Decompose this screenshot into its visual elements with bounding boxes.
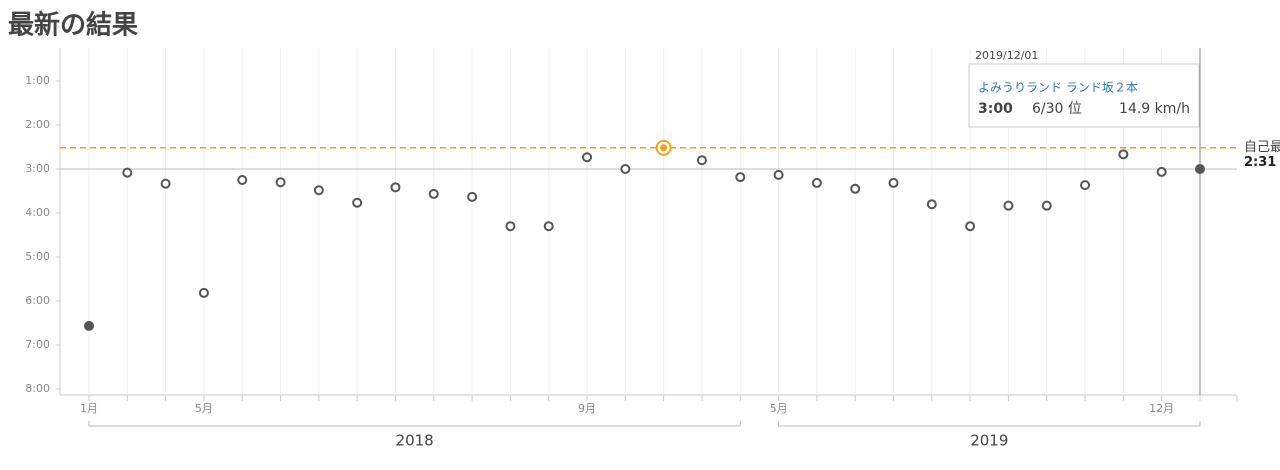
point — [1003, 200, 1014, 211]
tooltip-box — [968, 63, 1200, 128]
point — [1156, 166, 1167, 177]
x-tick-label: 5月 — [770, 402, 788, 415]
y-tick-label: 5:00 — [25, 250, 50, 263]
year-label: 2019 — [970, 432, 1008, 450]
best-point — [660, 144, 668, 152]
point — [390, 182, 401, 193]
point — [352, 197, 363, 208]
y-tick-label: 1:00 — [25, 74, 50, 87]
best-name: 自己最高 — [1244, 139, 1280, 155]
point — [888, 177, 899, 188]
tooltip-speed: 14.9 km/h — [1119, 101, 1190, 117]
point — [620, 164, 631, 174]
chart-title: 最新の結果 — [8, 10, 138, 41]
y-tick-label: 4:00 — [25, 206, 50, 219]
point — [1118, 149, 1129, 160]
point — [543, 221, 554, 232]
year-bracket — [778, 421, 1201, 427]
year-bracket — [88, 421, 741, 427]
point — [850, 183, 861, 194]
point — [1041, 200, 1052, 211]
x-tick-label: 9月 — [578, 402, 596, 415]
point — [198, 287, 209, 298]
point — [160, 178, 171, 189]
point — [505, 221, 516, 232]
point — [965, 221, 976, 232]
tooltip-rank: 6/30 位 — [1032, 101, 1082, 117]
tooltip: 2019/12/01 よみうりランド ランド坂２本 3:00 6/30 位 14… — [968, 49, 1200, 128]
tooltip-time: 3:00 — [978, 101, 1013, 117]
point — [926, 199, 937, 210]
point — [696, 155, 707, 166]
point — [811, 177, 822, 188]
point — [1080, 180, 1091, 191]
point — [237, 175, 248, 185]
y-tick-label: 8:00 — [25, 382, 50, 395]
best-point-ring — [655, 139, 672, 156]
y-tick-label: 2:00 — [25, 118, 50, 131]
point — [773, 169, 784, 180]
y-tick-label: 3:00 — [25, 162, 50, 175]
tooltip-course: よみうりランド ランド坂２本 — [978, 81, 1138, 95]
point — [582, 152, 593, 163]
tooltip-date: 2019/12/01 — [975, 49, 1038, 62]
point — [122, 167, 133, 178]
best-label: 2:31 — [1244, 155, 1276, 170]
point — [735, 172, 746, 183]
x-tick-label: 12月 — [1149, 402, 1174, 415]
point — [428, 188, 439, 199]
filled-point — [1194, 164, 1205, 174]
point — [467, 191, 478, 202]
y-tick-label: 7:00 — [25, 338, 50, 351]
point — [313, 185, 324, 196]
y-tick-label: 6:00 — [25, 294, 50, 307]
x-tick-label: 1月 — [80, 402, 98, 415]
point — [275, 177, 286, 188]
year-label: 2018 — [396, 432, 434, 450]
filled-point — [84, 320, 94, 331]
x-tick-label: 5月 — [195, 402, 213, 415]
